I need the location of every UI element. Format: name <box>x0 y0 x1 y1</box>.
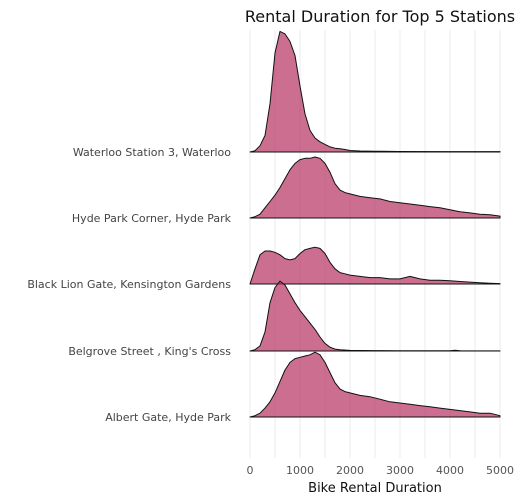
x-tick-label: 2000 <box>336 464 364 477</box>
category-label: Black Lion Gate, Kensington Gardens <box>27 278 231 291</box>
category-label: Belgrove Street , King's Cross <box>68 345 231 358</box>
x-tick-label: 0 <box>247 464 254 477</box>
ridge-layer <box>249 30 501 418</box>
category-label: Hyde Park Corner, Hyde Park <box>72 212 232 225</box>
x-tick-label: 1000 <box>286 464 314 477</box>
category-label: Waterloo Station 3, Waterloo <box>73 146 231 159</box>
density-ridge <box>249 30 501 153</box>
density-ridge <box>249 246 501 285</box>
density-ridge <box>249 351 501 418</box>
density-ridge <box>249 156 501 219</box>
category-labels: Waterloo Station 3, Waterloo Hyde Park Co… <box>27 146 231 424</box>
x-axis-label: Bike Rental Duration <box>308 481 442 496</box>
x-tick-label: 5000 <box>486 464 514 477</box>
x-tick-label: 3000 <box>386 464 414 477</box>
x-tick-label: 4000 <box>436 464 464 477</box>
x-axis-ticks: 0 1000 2000 3000 4000 5000 <box>247 464 515 477</box>
chart-title: Rental Duration for Top 5 Stations <box>245 7 515 26</box>
density-ridge <box>249 280 501 352</box>
category-label: Albert Gate, Hyde Park <box>105 411 231 424</box>
